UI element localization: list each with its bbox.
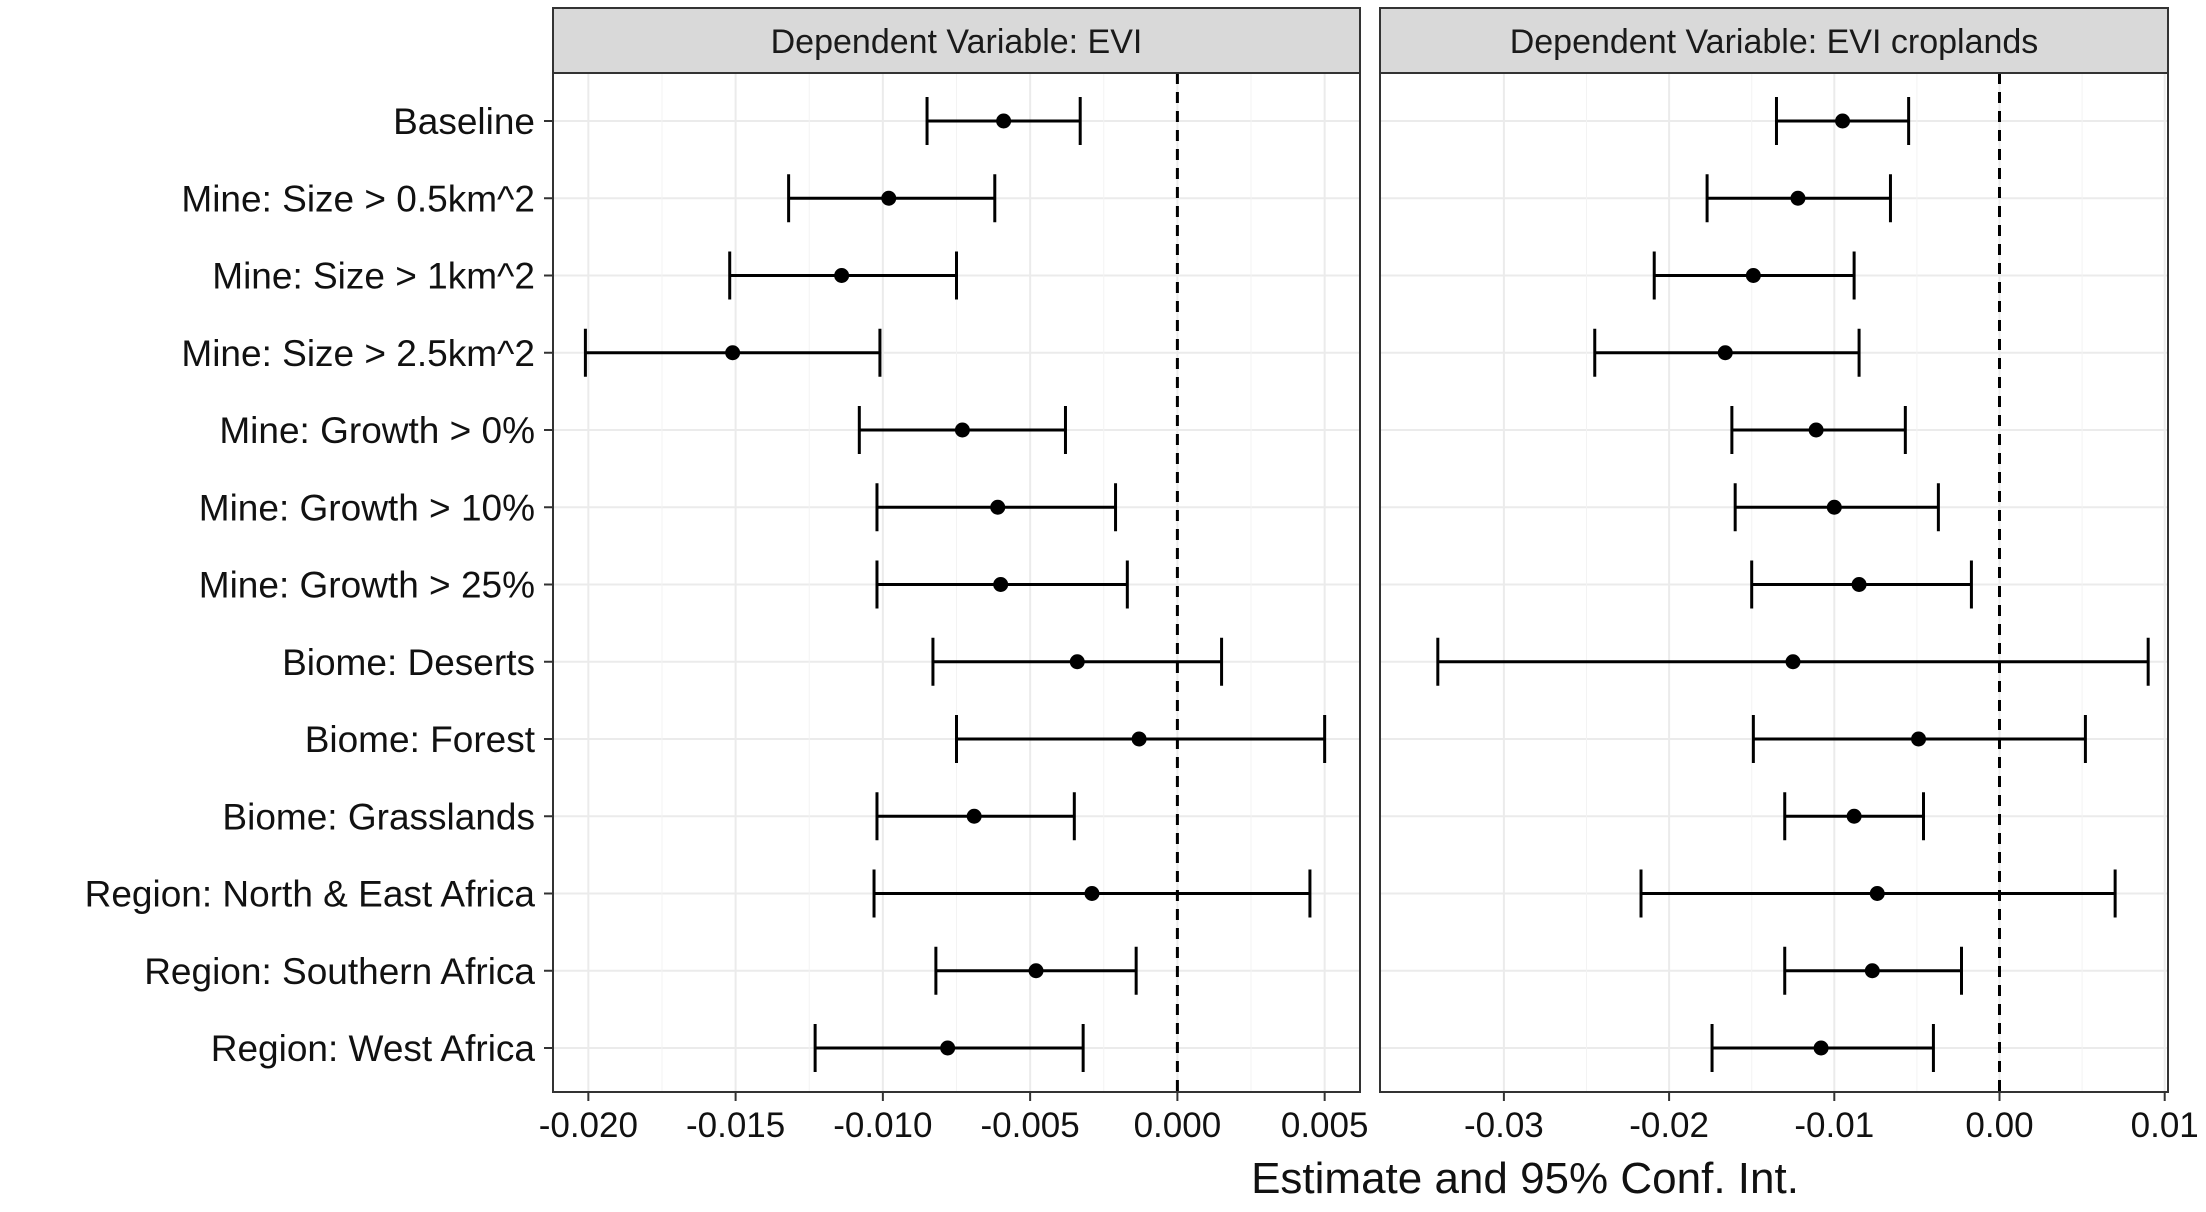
text-layer: Baseline Mine: Size > 0.5km^2 Mine: Size >… [85,23,2199,1145]
y-tick-label: Biome: Forest [305,719,536,760]
estimate-point [1911,731,1927,747]
x-axis-title: Estimate and 95% Conf. Int. [1251,1154,1799,1203]
y-tick-label: Region: North & East Africa [85,874,536,915]
x-tick-label: -0.020 [539,1106,638,1145]
estimate-point [1835,113,1851,129]
estimate-point [1813,1040,1829,1056]
x-tick-label: 0.005 [1281,1106,1369,1145]
facet-strip-label: Dependent Variable: EVI croplands [1510,23,2039,61]
estimate-point [834,268,850,283]
estimate-point [1069,654,1085,670]
estimate-point [1869,886,1885,901]
estimate-point [940,1040,956,1056]
x-tick-label: 0.01 [2131,1106,2199,1145]
estimate-point [996,113,1012,129]
estimate-point [1717,345,1733,361]
x-tick-label: -0.015 [686,1106,785,1145]
panel-frames [544,7,2169,1101]
estimate-point [1084,886,1100,901]
y-tick-label: Region: West Africa [211,1028,536,1069]
estimate-point [993,577,1009,592]
y-tick-label: Mine: Size > 1km^2 [212,256,535,297]
estimate-point [1864,963,1880,979]
estimate-point [954,422,970,438]
estimate-point [966,808,982,824]
x-tick-label: 0.000 [1134,1106,1222,1145]
y-tick-label: Mine: Size > 0.5km^2 [181,178,535,219]
estimate-point [881,190,897,206]
panel-border [1379,72,2169,1093]
y-tick-label: Baseline [393,101,535,142]
facet-strip-background [1379,7,2169,74]
marks-layer [583,73,2150,1092]
x-tick-label: -0.005 [981,1106,1080,1145]
y-tick-label: Mine: Growth > 25% [199,565,535,606]
estimate-point [1745,268,1761,283]
y-tick-label: Biome: Grasslands [222,796,535,837]
x-tick-label: -0.02 [1629,1106,1709,1145]
estimate-point [1846,808,1862,824]
x-tick-label: -0.010 [833,1106,932,1145]
facet-strip-background [552,7,1361,74]
facet-strip-label: Dependent Variable: EVI [771,23,1143,61]
x-tick-label: -0.03 [1464,1106,1544,1145]
estimate-point [1785,654,1801,670]
x-tick-label: -0.01 [1794,1106,1874,1145]
estimate-point [1028,963,1044,979]
estimate-point [1808,422,1824,438]
panel-border [552,72,1361,1093]
estimate-point [1851,577,1867,592]
y-tick-label: Region: Southern Africa [144,951,535,992]
estimate-point [725,345,741,361]
x-tick-label: 0.00 [1965,1106,2033,1145]
y-tick-label: Mine: Size > 2.5km^2 [181,333,535,374]
y-tick-label: Mine: Growth > 10% [199,487,535,528]
estimate-point [1826,499,1842,515]
estimate-point [1790,190,1806,206]
estimate-point [990,499,1006,515]
y-tick-label: Biome: Deserts [282,642,535,683]
estimate-point [1131,731,1147,747]
y-tick-label: Mine: Growth > 0% [219,410,535,451]
